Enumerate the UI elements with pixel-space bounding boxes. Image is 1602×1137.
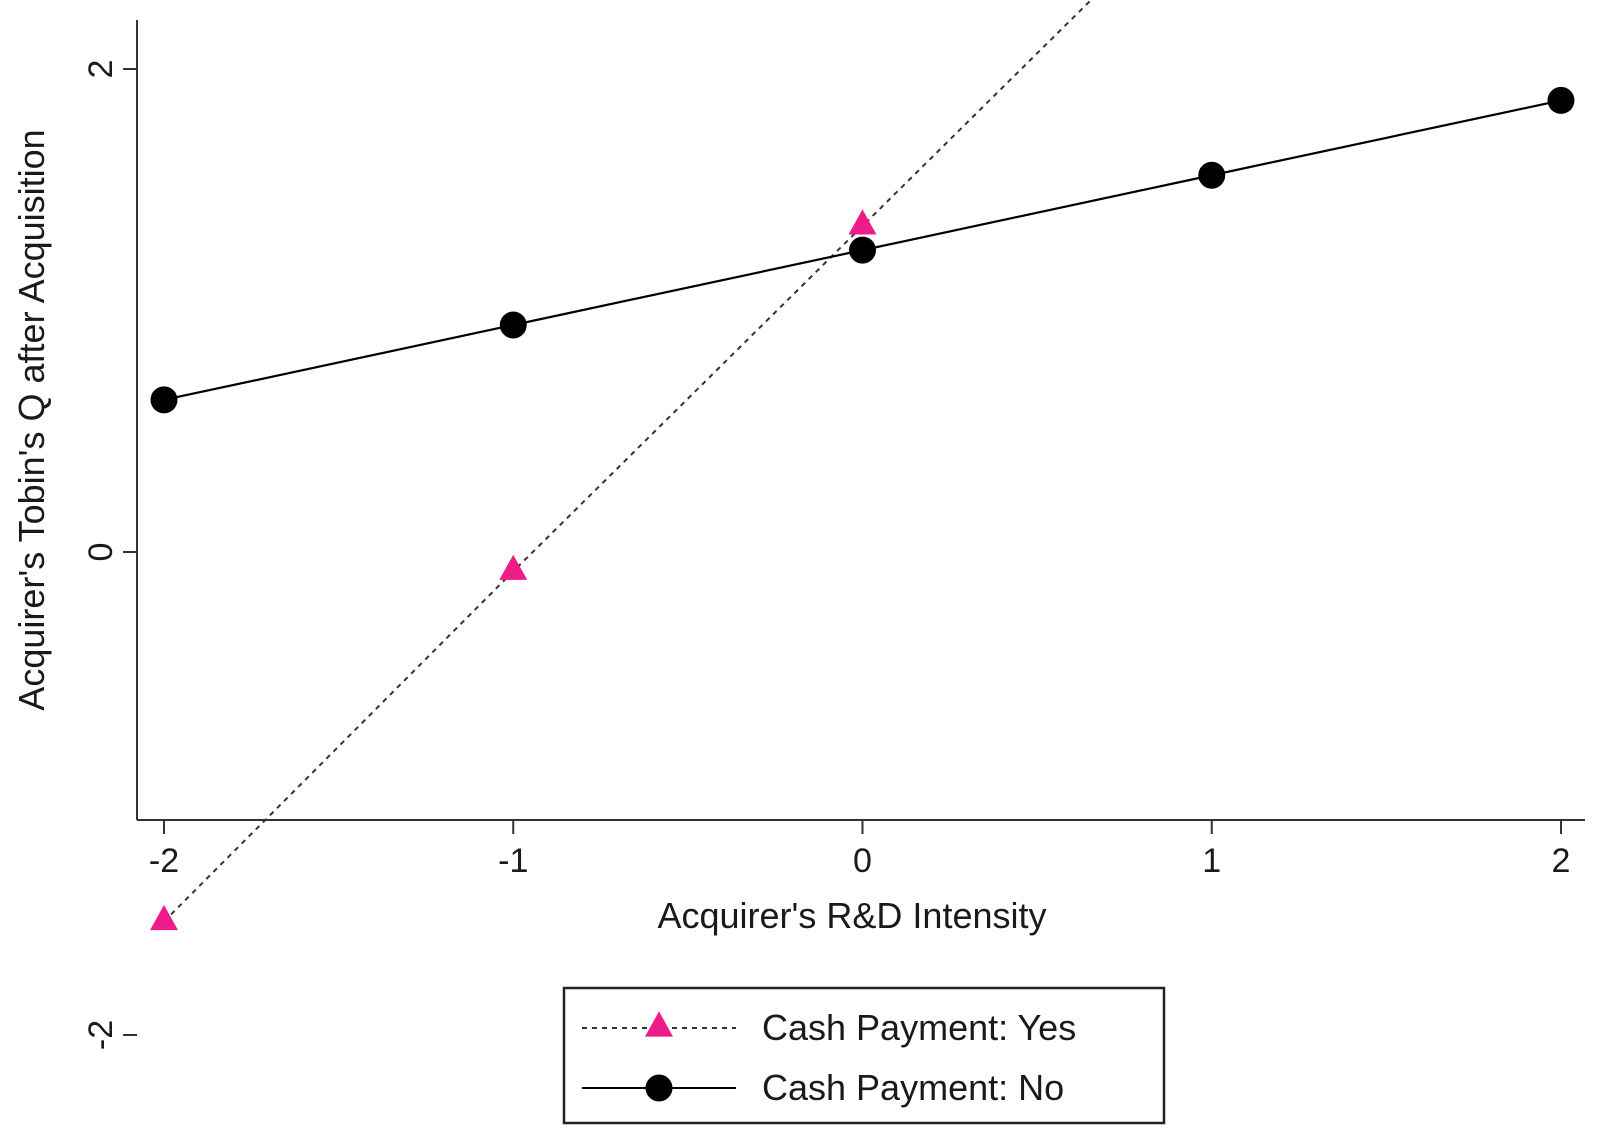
legend-marker-circle	[645, 1074, 673, 1102]
x-axis-title: Acquirer's R&D Intensity	[657, 895, 1046, 936]
legend-marker-triangle	[645, 1011, 673, 1037]
y-axis-title: Acquirer's Tobin's Q after Acquisition	[11, 129, 52, 710]
x-tick-label: -2	[149, 842, 179, 880]
data-point-circle	[849, 236, 876, 264]
y-tick-label: 0	[82, 543, 120, 562]
x-tick-label: 1	[1202, 842, 1221, 880]
y-tick-label: -2	[82, 1020, 120, 1050]
data-point-circle	[150, 386, 178, 414]
legend-label: Cash Payment: Yes	[762, 1007, 1076, 1048]
data-point-triangle	[150, 904, 178, 931]
series-cash-payment-no	[150, 86, 1575, 414]
x-tick-label: 2	[1552, 842, 1571, 880]
data-point-triangle	[499, 554, 528, 580]
data-point-circle	[1547, 86, 1575, 114]
series-line	[163, 0, 1093, 923]
plot-area	[150, 0, 1575, 931]
series-cash-payment-yes	[150, 0, 1093, 931]
legend-label: Cash Payment: No	[762, 1067, 1064, 1108]
y-tick-label: 2	[82, 60, 120, 79]
data-point-circle	[499, 311, 527, 339]
x-tick-label: 0	[853, 842, 872, 880]
data-point-circle	[1198, 161, 1226, 189]
x-tick-label: -1	[498, 842, 528, 880]
data-point-triangle	[848, 209, 877, 235]
legend: Cash Payment: Yes Cash Payment: No	[562, 986, 1166, 1125]
